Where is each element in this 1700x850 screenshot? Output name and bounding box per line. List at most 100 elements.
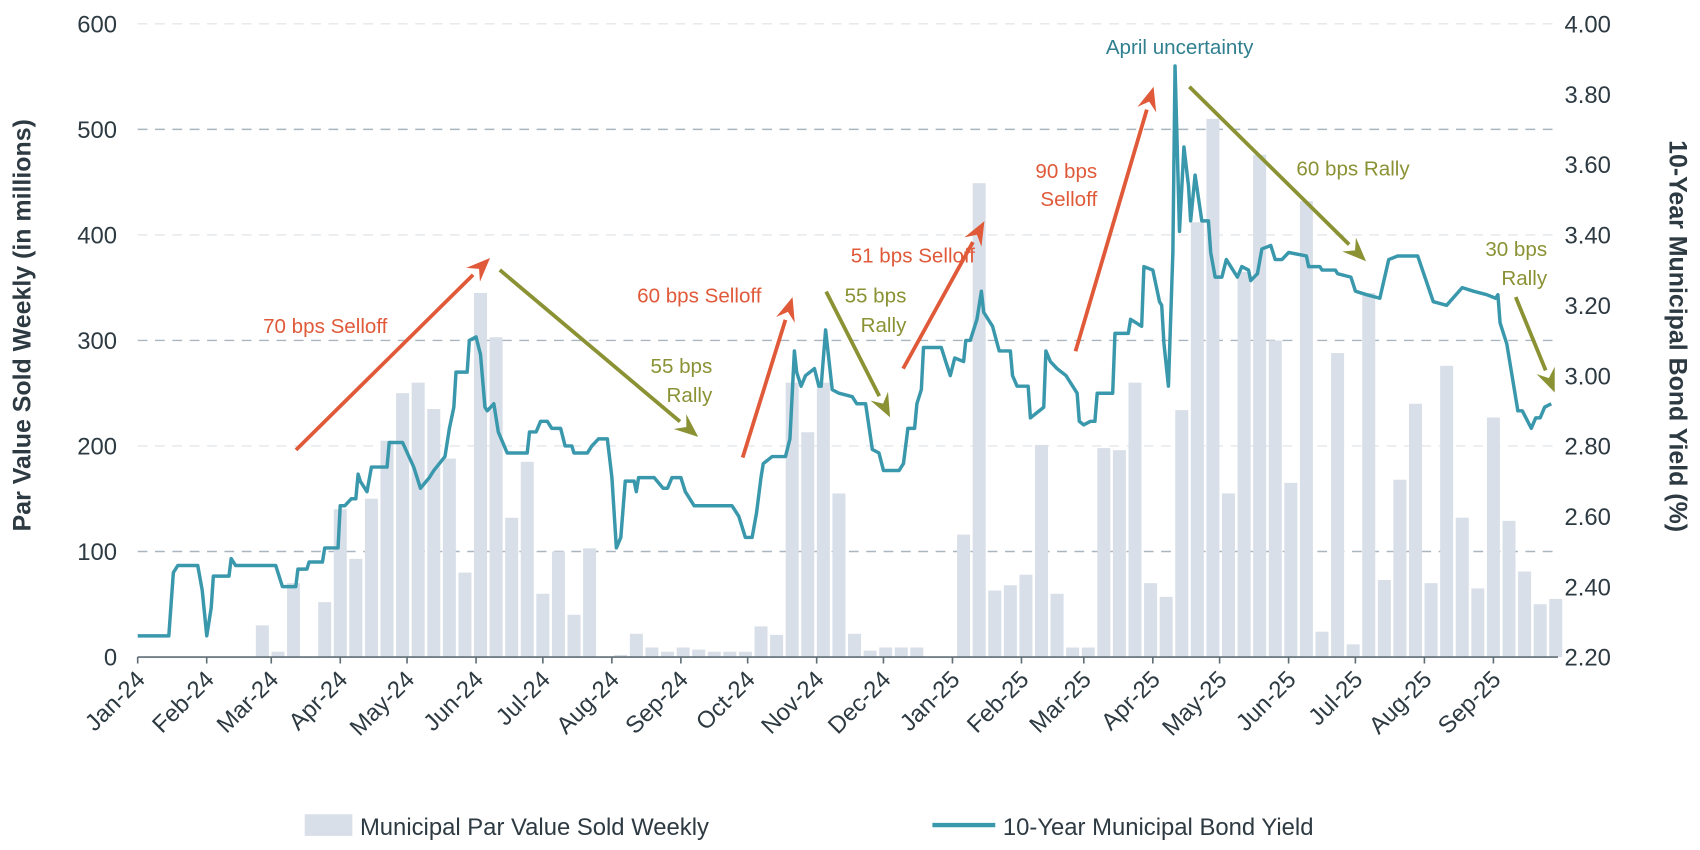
annotation-rally: 55 bps Rally (498, 268, 713, 437)
bar (832, 493, 846, 658)
bar (848, 633, 862, 658)
annotation-rally: 30 bps Rally (1485, 238, 1555, 393)
bar (1003, 585, 1017, 658)
bar (1502, 520, 1516, 658)
bar (1268, 340, 1282, 658)
bar (318, 602, 332, 658)
bar (863, 650, 877, 658)
x-tick-label: Mar-24 (212, 666, 285, 739)
bar (1424, 583, 1438, 658)
bar (567, 614, 581, 658)
bar (894, 647, 908, 658)
bar (614, 654, 628, 658)
bar (645, 647, 659, 658)
bar (1362, 292, 1376, 658)
bar (723, 651, 737, 658)
left-tick-label: 400 (77, 223, 117, 250)
x-tick-label: Apr-24 (283, 666, 353, 736)
left-tick-label: 500 (77, 117, 117, 144)
bar (1549, 598, 1563, 658)
bar (536, 593, 550, 658)
bar (754, 626, 768, 658)
bar (1128, 382, 1142, 658)
annotation-text: 30 bps (1485, 238, 1547, 261)
arrow-shaft (1188, 85, 1351, 246)
arrow-shaft (740, 319, 788, 459)
bar (661, 651, 675, 658)
bar (1190, 222, 1204, 658)
left-tick-label: 100 (77, 539, 117, 566)
x-tick-label: May-25 (1157, 666, 1232, 741)
bar (1237, 271, 1251, 658)
bar (1050, 593, 1064, 658)
annotation-text: Rally (1501, 267, 1547, 290)
bar (1097, 448, 1111, 658)
bar (411, 382, 425, 658)
bar (957, 534, 971, 658)
right-tick-label: 3.20 (1564, 293, 1610, 320)
bar (271, 651, 285, 658)
annotation-april: April uncertainty (1106, 36, 1254, 59)
gridlines (137, 23, 1558, 553)
bar (551, 551, 565, 658)
left-tick-label: 300 (77, 328, 117, 355)
bar (1035, 444, 1049, 658)
x-tick-label: Sep-25 (1433, 666, 1506, 739)
x-tick-label: Jul-24 (491, 666, 556, 731)
left-y-axis: 0 100 200 300 400 500 600 (77, 12, 117, 672)
bar (1206, 118, 1220, 658)
bar (1377, 579, 1391, 658)
arrow-head-icon (466, 258, 491, 282)
right-tick-label: 2.20 (1564, 645, 1610, 672)
arrow-shaft (1073, 109, 1149, 352)
bar (1518, 571, 1532, 658)
bar (1081, 647, 1095, 658)
bar (1486, 417, 1500, 658)
arrow-shaft (1513, 296, 1548, 372)
annotation-text: 70 bps Selloff (263, 315, 388, 338)
bar (1331, 353, 1345, 658)
left-tick-label: 0 (104, 645, 117, 672)
arrow-head-icon (1536, 366, 1555, 393)
bar (1455, 517, 1469, 658)
annotation-text: 60 bps Rally (1296, 158, 1410, 181)
bar (442, 458, 456, 658)
line-series (137, 64, 1553, 638)
x-tick-label: Feb-24 (147, 666, 220, 739)
x-tick-label: Dec-24 (823, 666, 896, 739)
x-tick-label: Jan-24 (80, 666, 151, 737)
bar (1019, 574, 1033, 658)
bar (396, 393, 410, 658)
bar (583, 548, 597, 658)
bar (287, 583, 301, 658)
bar (1159, 596, 1173, 658)
x-tick-label: Oct-24 (691, 666, 761, 736)
right-axis-title: 10-Year Municipal Bond Yield (%) (1664, 140, 1692, 532)
bar (1284, 482, 1298, 658)
left-tick-label: 600 (77, 12, 117, 39)
annotation-selloff: 51 bps Selloff (851, 221, 985, 370)
bar-series (255, 118, 1563, 658)
annotation-text: 55 bps (651, 355, 713, 378)
bar (255, 625, 269, 658)
right-tick-label: 3.40 (1564, 223, 1610, 250)
bar (785, 382, 799, 658)
x-tick-label: Sep-24 (620, 666, 693, 739)
legend-label-line: 10-Year Municipal Bond Yield (1003, 814, 1314, 841)
left-tick-label: 200 (77, 434, 117, 461)
bar (380, 440, 394, 658)
x-tick-label: Feb-25 (962, 666, 1035, 739)
bar (1533, 604, 1547, 658)
right-tick-label: 3.00 (1564, 363, 1610, 390)
annotation-text: Rally (667, 384, 713, 407)
x-tick-label: Jul-25 (1303, 666, 1368, 731)
annotation-text: 90 bps (1035, 160, 1097, 183)
arrow-shaft (824, 290, 881, 398)
x-tick-label: Jun-24 (418, 666, 489, 737)
arrow-head-icon (673, 414, 699, 437)
x-tick-label: Nov-24 (756, 666, 829, 739)
bar (349, 558, 363, 658)
annotation-text: 51 bps Selloff (851, 244, 976, 267)
x-tick-label: May-24 (345, 666, 420, 741)
